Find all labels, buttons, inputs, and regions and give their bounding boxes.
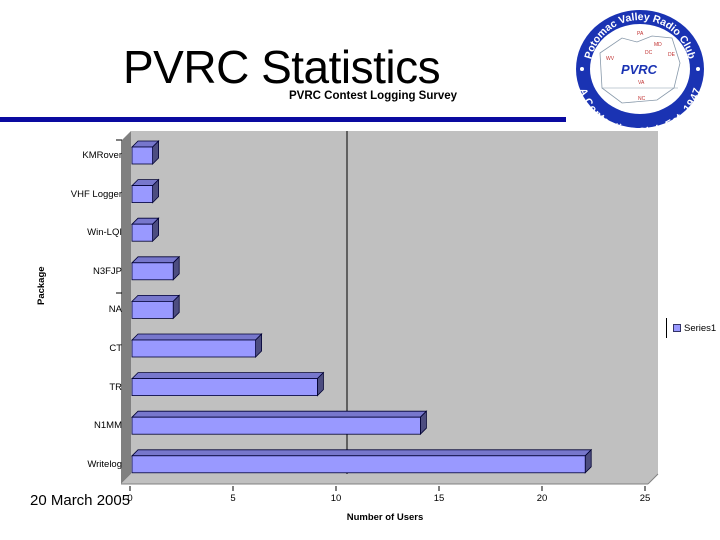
svg-text:VA: VA bbox=[638, 80, 645, 86]
x-tick-label: 20 bbox=[536, 493, 548, 504]
category-label: N3FJP bbox=[92, 265, 122, 277]
legend-swatch bbox=[673, 324, 681, 332]
x-tick-label: 15 bbox=[433, 493, 445, 504]
x-tick-label: 0 bbox=[127, 493, 133, 504]
bar bbox=[131, 371, 325, 397]
x-tick-label: 10 bbox=[330, 493, 342, 504]
category-label: KMRover bbox=[82, 150, 122, 161]
legend-border bbox=[666, 318, 667, 338]
bar bbox=[131, 333, 263, 358]
svg-text:DE: DE bbox=[668, 52, 676, 58]
chart-title: PVRC Contest Logging Survey bbox=[289, 90, 458, 102]
category-label: NA bbox=[108, 304, 122, 316]
legend: Series1 bbox=[666, 318, 716, 338]
legend-label: Series1 bbox=[684, 322, 717, 334]
pvrc-logo: PVRC PA MD DC DE WV VA NC Potomac Valley… bbox=[576, 10, 704, 130]
category-label: VHF Logger bbox=[70, 188, 122, 200]
bar bbox=[131, 217, 160, 243]
category-label: Writelog bbox=[87, 458, 122, 470]
bar bbox=[131, 294, 181, 320]
x-axis-title: Number of Users bbox=[346, 512, 424, 523]
plot-side-wall bbox=[121, 131, 131, 484]
y-axis-title: Package bbox=[36, 266, 47, 305]
svg-text:DC: DC bbox=[645, 50, 653, 56]
x-axis-ticks bbox=[129, 486, 646, 491]
slide-title: PVRC Statistics bbox=[123, 41, 441, 93]
svg-text:NC: NC bbox=[638, 96, 646, 102]
logo-center-text: PVRC bbox=[621, 62, 658, 77]
bar bbox=[131, 410, 428, 436]
svg-text:WV: WV bbox=[606, 56, 615, 62]
bar bbox=[131, 140, 160, 165]
bar bbox=[131, 448, 593, 474]
slide-date: 20 March 2005 bbox=[30, 492, 131, 509]
bar bbox=[131, 255, 181, 281]
svg-text:MD: MD bbox=[654, 42, 662, 48]
category-label: TR bbox=[109, 381, 122, 393]
category-label: N1MM bbox=[94, 420, 122, 432]
category-label: Win-LQI bbox=[87, 227, 122, 239]
svg-text:PA: PA bbox=[637, 31, 644, 37]
x-tick-label: 5 bbox=[230, 493, 236, 504]
bar-series bbox=[131, 140, 593, 474]
x-tick-label: 25 bbox=[639, 493, 651, 504]
bar bbox=[131, 178, 160, 204]
title-divider bbox=[0, 117, 566, 122]
category-label: CT bbox=[109, 343, 122, 354]
plot-floor bbox=[121, 474, 658, 484]
